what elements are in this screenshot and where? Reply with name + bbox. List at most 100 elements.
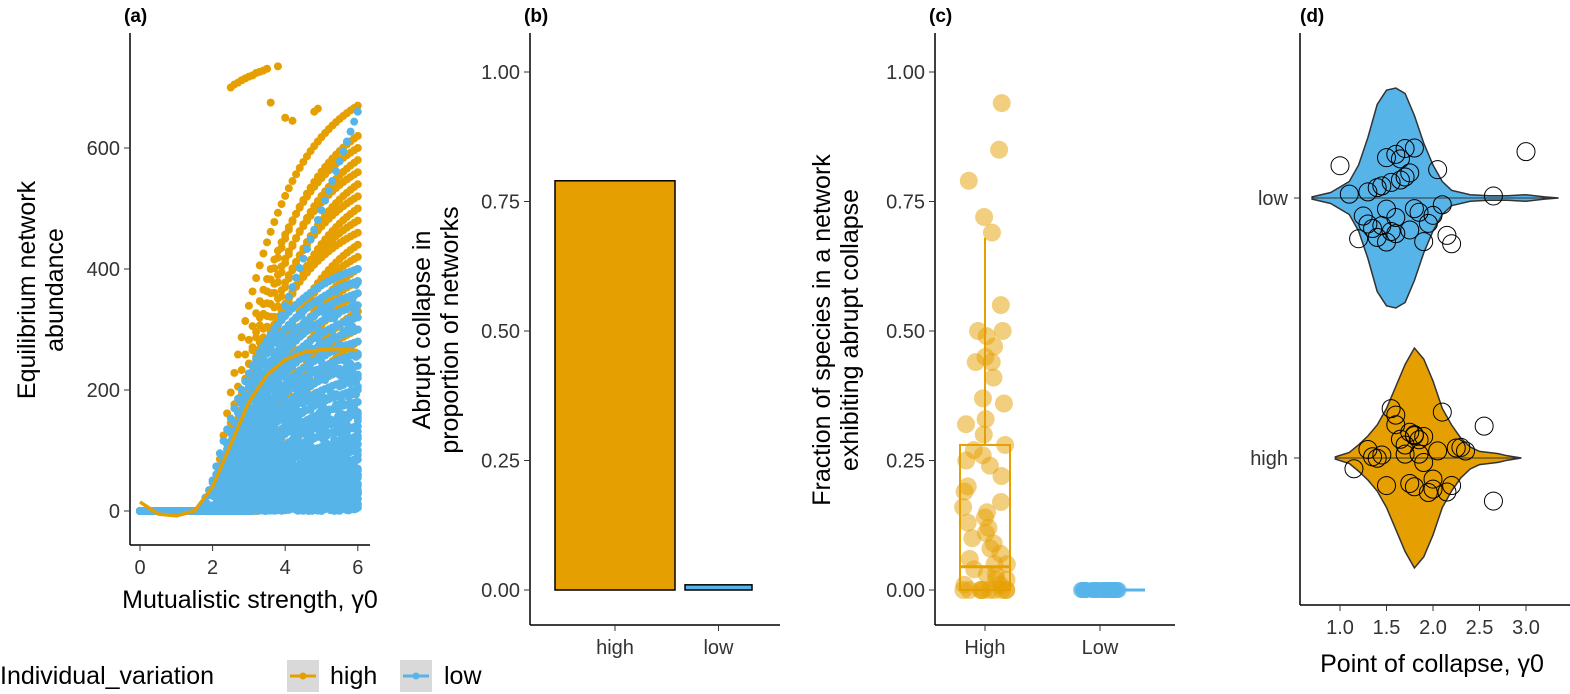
point-low <box>281 449 290 458</box>
point-low <box>268 486 277 495</box>
point-low <box>341 410 350 419</box>
point-high <box>252 309 261 318</box>
y-tick-label-a: 400 <box>87 259 120 281</box>
jitter-point-high <box>992 94 1011 113</box>
point-high <box>292 233 301 242</box>
point-low <box>353 337 362 346</box>
point-low <box>310 312 319 321</box>
point-low <box>288 456 297 465</box>
point-low <box>344 315 353 324</box>
point-high <box>281 254 290 263</box>
point-low <box>324 186 333 195</box>
point-high <box>266 312 275 321</box>
jitter-point-high <box>984 368 1003 387</box>
x-tick-label-d: 2.5 <box>1466 617 1494 639</box>
x-tick-label-b: low <box>703 637 734 659</box>
point-low <box>299 382 308 391</box>
y-tick-label: 1.00 <box>886 62 925 84</box>
point-high <box>281 113 290 122</box>
x-axis-label-a: Mutualistic strength, γ0 <box>122 586 378 614</box>
point-high <box>288 116 297 125</box>
point-low <box>335 392 344 401</box>
point-high <box>353 144 362 152</box>
y-axis-label-c-line1: Fraction of species in a network <box>808 154 836 506</box>
y-tick-label: 0.25 <box>481 451 520 473</box>
point-low <box>255 348 264 357</box>
y-tick-label: 0.50 <box>481 321 520 343</box>
point-low <box>353 361 362 370</box>
point-high <box>295 163 304 172</box>
point-low <box>255 462 264 471</box>
point-high <box>248 287 257 296</box>
point-high <box>1409 430 1429 450</box>
y-tick-label-a: 0 <box>109 501 120 523</box>
point-low <box>297 389 306 398</box>
point-high <box>281 230 290 239</box>
legend: Individual_variation high low <box>0 660 482 692</box>
point-low <box>292 467 301 476</box>
point-high <box>1442 476 1462 496</box>
jitter-point-high <box>997 581 1016 599</box>
point-low <box>273 353 282 362</box>
point-low <box>1432 195 1452 215</box>
y-tick-label: 0.25 <box>886 451 925 473</box>
point-low <box>284 398 293 407</box>
point-low <box>321 351 330 360</box>
point-low <box>299 254 308 263</box>
point-high <box>255 321 264 330</box>
point-high <box>266 265 275 274</box>
point-low <box>234 459 243 468</box>
point-low <box>268 416 277 425</box>
point-low <box>277 382 286 391</box>
point-high <box>263 299 272 308</box>
x-axis-label-d: Point of collapse, γ0 <box>1320 650 1544 678</box>
point-low <box>1372 176 1392 196</box>
point-low <box>1349 229 1369 249</box>
point-low <box>328 176 337 185</box>
point-high <box>295 227 304 236</box>
point-high <box>353 180 362 189</box>
point-low <box>255 405 264 414</box>
point-low <box>266 358 275 367</box>
point-high <box>273 246 282 255</box>
jitter-point-high <box>963 529 982 548</box>
point-low <box>244 369 253 378</box>
point-low <box>257 443 266 452</box>
point-high <box>353 240 362 249</box>
point-low <box>310 417 319 426</box>
point-low <box>1377 148 1396 168</box>
y-axis-label-a-line2: abundance <box>41 228 69 352</box>
point-low <box>324 452 333 461</box>
point-low <box>244 457 253 466</box>
point-low <box>315 296 324 305</box>
point-low <box>344 463 353 472</box>
point-low <box>353 479 362 488</box>
point-low <box>275 437 284 446</box>
point-low <box>351 309 360 318</box>
point-low <box>297 420 306 429</box>
point-low <box>353 301 362 310</box>
point-high <box>1418 483 1438 503</box>
point-high <box>255 297 264 306</box>
point-low <box>288 283 297 292</box>
y-tick-label: 0.50 <box>886 321 925 343</box>
point-high <box>353 216 362 225</box>
point-low <box>306 235 315 244</box>
point-high <box>263 64 272 73</box>
point-high <box>353 204 362 213</box>
point-low <box>283 427 292 436</box>
point-low <box>322 462 331 471</box>
point-high <box>273 208 282 217</box>
point-high <box>1456 441 1476 461</box>
point-low <box>264 477 273 486</box>
point-low <box>264 448 273 457</box>
point-low <box>295 407 304 416</box>
point-low <box>330 362 339 371</box>
y-axis-label-a-line1: Equilibrium network <box>13 180 41 399</box>
x-tick-label-a: 6 <box>352 557 363 579</box>
point-low <box>1404 138 1424 158</box>
jitter-point-high <box>956 415 975 434</box>
point-low <box>270 377 279 386</box>
jitter-point-high <box>980 456 999 475</box>
